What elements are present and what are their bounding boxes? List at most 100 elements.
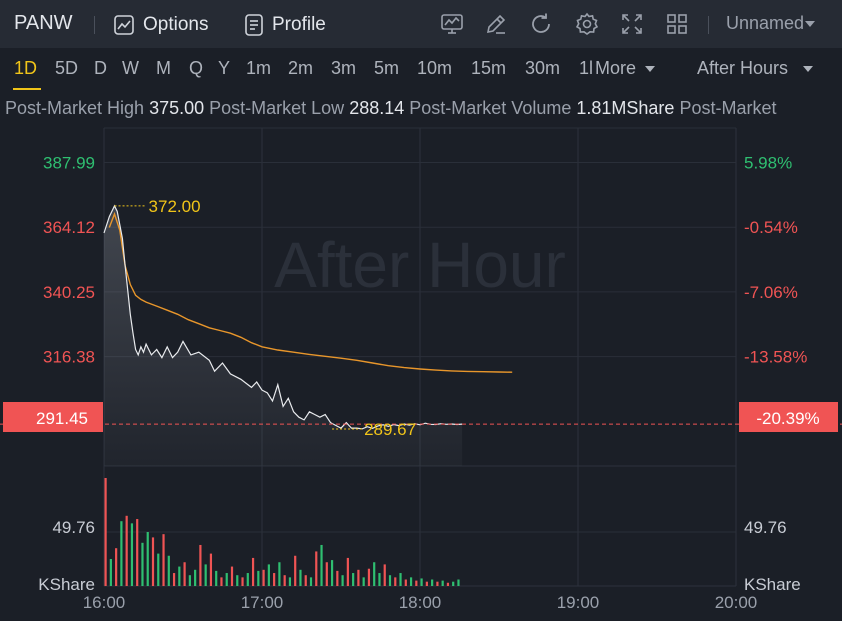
volume-bar <box>236 575 239 586</box>
volume-bar <box>388 575 392 586</box>
timeframe-d[interactable]: D <box>94 58 107 78</box>
volume-bar <box>304 575 307 586</box>
truncated-stat-label: Post-Market <box>679 98 777 118</box>
timeframe-5d[interactable]: 5D <box>55 58 79 78</box>
volume-bar <box>457 579 460 586</box>
timeframe-5m[interactable]: 5m <box>374 58 400 78</box>
volume-bar <box>425 581 428 586</box>
timeframe-1m[interactable]: 1m <box>246 58 272 78</box>
volume-bar <box>441 580 444 586</box>
volume-bar <box>141 542 144 586</box>
volume-bar <box>246 573 249 586</box>
volume-bar <box>257 570 260 586</box>
current-price-tag <box>3 402 103 432</box>
current-price-value: 291.45 <box>36 409 88 428</box>
volume-bar <box>120 521 123 586</box>
average-price-line <box>108 211 513 373</box>
ticker-symbol[interactable]: PANW <box>14 12 73 34</box>
options-button[interactable]: Options <box>113 12 208 38</box>
volume-axis-right-value: 49.76 <box>744 518 787 537</box>
volume-bar <box>225 573 228 586</box>
timeframe-1d[interactable]: 1D <box>14 58 38 78</box>
toolbar-divider <box>94 16 95 34</box>
timeframe-bar: 1D 5D D W M Q Y 1m 2m 3m 5m 10m 15m 30m … <box>0 50 842 90</box>
volume-bar <box>157 553 160 586</box>
percent-axis-right: 5.98% -0.54% -7.06% -13.58% <box>744 154 807 367</box>
volume-bar <box>399 573 402 586</box>
volume-bar <box>278 562 281 586</box>
caret-down-icon <box>805 20 816 27</box>
caret-down-icon <box>803 65 814 72</box>
volume-bar <box>341 575 344 586</box>
volume-bar <box>162 534 165 586</box>
price-tick-label: 364.12 <box>43 218 95 237</box>
timeframe-more-dropdown[interactable]: 1l More <box>579 58 656 79</box>
volume-bar <box>315 551 318 586</box>
volume-axis-right-unit: KShare <box>744 575 801 594</box>
volume-bar <box>309 577 313 586</box>
high-value: 375.00 <box>149 98 205 118</box>
volume-bar <box>267 564 270 586</box>
fullscreen-icon[interactable] <box>620 12 644 36</box>
percent-tick-label: -13.58% <box>744 348 807 367</box>
timeframe-10m[interactable]: 10m <box>417 58 453 78</box>
percent-tick-label: -0.54% <box>744 218 798 237</box>
volume-bars <box>104 478 460 586</box>
profile-button[interactable]: Profile <box>244 12 326 38</box>
volume-bar <box>109 559 112 586</box>
volume-bar <box>320 544 323 586</box>
layout-grid-icon[interactable] <box>665 12 689 36</box>
volume-label: Post-Market Volume <box>409 98 572 118</box>
volume-value: 1.81MShare <box>576 98 675 118</box>
time-tick-label: 20:00 <box>715 593 758 612</box>
watermark: After Hour <box>274 229 566 301</box>
volume-bar <box>299 569 302 586</box>
min-price-label: 289.67 <box>364 420 416 439</box>
high-label: Post-Market High <box>5 98 145 118</box>
session-selector[interactable]: After Hours <box>697 58 814 79</box>
volume-bar <box>130 523 134 586</box>
timeframe-1l: 1l <box>579 58 594 78</box>
low-value: 288.14 <box>349 98 405 118</box>
volume-bar <box>136 519 139 586</box>
volume-bar <box>215 570 218 586</box>
timeframe-3m[interactable]: 3m <box>331 58 357 78</box>
current-percent-value: -20.39% <box>756 409 819 428</box>
volume-bar <box>178 566 181 586</box>
refresh-icon[interactable] <box>529 12 553 36</box>
volume-bar <box>373 562 376 586</box>
current-percent-tag <box>739 402 838 432</box>
volume-bar <box>367 568 371 586</box>
caret-down-icon <box>645 65 656 72</box>
timeframe-q[interactable]: Q <box>189 58 204 78</box>
volume-bar <box>346 557 349 586</box>
indicator-icon[interactable] <box>440 12 464 36</box>
volume-axis-left-value: 49.76 <box>52 518 95 537</box>
toolbar-divider <box>708 16 709 34</box>
settings-gear-icon[interactable] <box>575 12 599 36</box>
timeframe-2m[interactable]: 2m <box>288 58 314 78</box>
timeframe-m[interactable]: M <box>156 58 171 78</box>
time-tick-label: 17:00 <box>241 593 284 612</box>
drawing-pen-icon[interactable] <box>484 12 508 36</box>
volume-bar <box>352 573 355 586</box>
max-price-label: 372.00 <box>149 197 201 216</box>
volume-bar <box>262 569 265 586</box>
timeframe-w[interactable]: W <box>122 58 139 78</box>
volume-bar <box>436 581 439 586</box>
profile-document-icon <box>245 14 263 36</box>
volume-bar <box>220 577 223 586</box>
timeframe-y[interactable]: Y <box>218 58 231 78</box>
volume-bar <box>431 579 434 586</box>
percent-tick-label: -7.06% <box>744 283 798 302</box>
volume-bar <box>151 537 155 586</box>
volume-bar <box>251 557 255 586</box>
volume-bar <box>146 532 149 586</box>
layout-selector[interactable]: Unnamed <box>726 13 816 34</box>
timeframe-30m[interactable]: 30m <box>525 58 561 78</box>
volume-bar <box>273 573 276 586</box>
timeframe-15m[interactable]: 15m <box>471 58 507 78</box>
volume-bar <box>446 582 450 586</box>
volume-bar <box>104 478 107 586</box>
